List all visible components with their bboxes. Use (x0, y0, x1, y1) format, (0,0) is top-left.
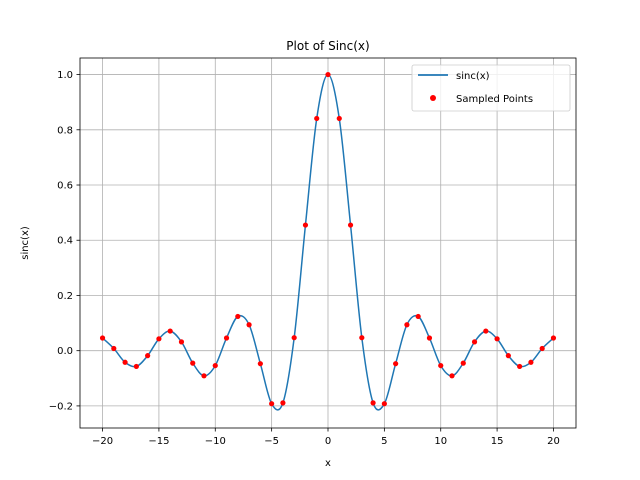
y-tick-label: 0.6 (57, 181, 73, 192)
sampled-point (494, 336, 500, 342)
legend-frame (411, 64, 571, 112)
sampled-point (257, 361, 263, 367)
x-tick-label: 5 (381, 436, 387, 447)
grid (80, 58, 576, 428)
y-tick-label: −0.2 (49, 401, 73, 412)
chart-title: Plot of Sinc(x) (286, 39, 369, 53)
x-tick-label: −5 (264, 436, 279, 447)
sampled-point (223, 335, 230, 341)
y-tick-label: 0.4 (57, 236, 73, 247)
plot-frame (79, 57, 577, 429)
x-tick-label: 10 (434, 436, 447, 447)
sampled-point (99, 335, 106, 341)
x-tick-label: 20 (547, 436, 560, 447)
sampled-point (280, 400, 286, 406)
sampled-point (359, 335, 365, 341)
sampled-point (302, 222, 309, 228)
sampled-point (517, 363, 523, 370)
x-tick-label: −10 (205, 436, 226, 447)
sampled-point (314, 115, 320, 122)
sampled-point (167, 328, 173, 334)
legend-label-sinc: sinc(x) (456, 71, 490, 82)
sampled-point (528, 359, 534, 365)
sampled-point (449, 373, 455, 379)
y-tick-label: 0.2 (57, 291, 73, 302)
sampled-point (212, 362, 218, 369)
sampled-point (111, 345, 117, 352)
sampled-point (550, 335, 557, 341)
sampled-point (122, 359, 128, 365)
legend-label-sampled: Sampled Points (456, 94, 533, 105)
sampled-point (246, 322, 252, 328)
sampled-point (347, 222, 354, 228)
x-tick-label: 0 (325, 436, 331, 447)
x-axis-ticks: −20 −15 −10 −5 0 5 10 15 20 (92, 428, 560, 447)
x-tick-label: 15 (491, 436, 504, 447)
sampled-point (178, 339, 185, 345)
sampled-point (505, 353, 511, 359)
sampled-point (269, 401, 275, 407)
sampled-point (404, 322, 410, 328)
y-tick-label: 1.0 (57, 70, 73, 81)
y-axis-ticks: −0.2 0.0 0.2 0.4 0.6 0.8 1.0 (49, 70, 80, 412)
sampled-point (415, 313, 421, 320)
sampled-point (438, 362, 444, 369)
sampled-point (156, 336, 162, 342)
sampled-point (145, 353, 151, 359)
x-axis-label: x (325, 458, 331, 469)
sampled-point (483, 328, 489, 334)
sampled-point (133, 363, 139, 370)
sampled-point (325, 71, 331, 78)
sampled-point (381, 401, 387, 407)
sampled-point (539, 345, 545, 352)
sampled-point (370, 400, 376, 406)
sampled-point (460, 360, 466, 366)
sampled-point (291, 335, 297, 341)
sampled-point (426, 335, 433, 341)
sampled-point (235, 313, 241, 320)
legend-point-swatch (430, 95, 436, 101)
legend: sinc(x) Sampled Points (411, 64, 571, 112)
sampled-point (190, 360, 196, 366)
y-axis-label: sinc(x) (20, 226, 31, 260)
y-tick-label: 0.8 (57, 125, 73, 136)
y-tick-label: 0.0 (57, 346, 73, 357)
x-tick-label: −15 (148, 436, 169, 447)
x-tick-label: −20 (92, 436, 113, 447)
sampled-point (201, 373, 207, 379)
sampled-points (99, 71, 557, 407)
sampled-point (471, 339, 478, 345)
sampled-point (336, 115, 342, 122)
sampled-point (393, 361, 399, 367)
